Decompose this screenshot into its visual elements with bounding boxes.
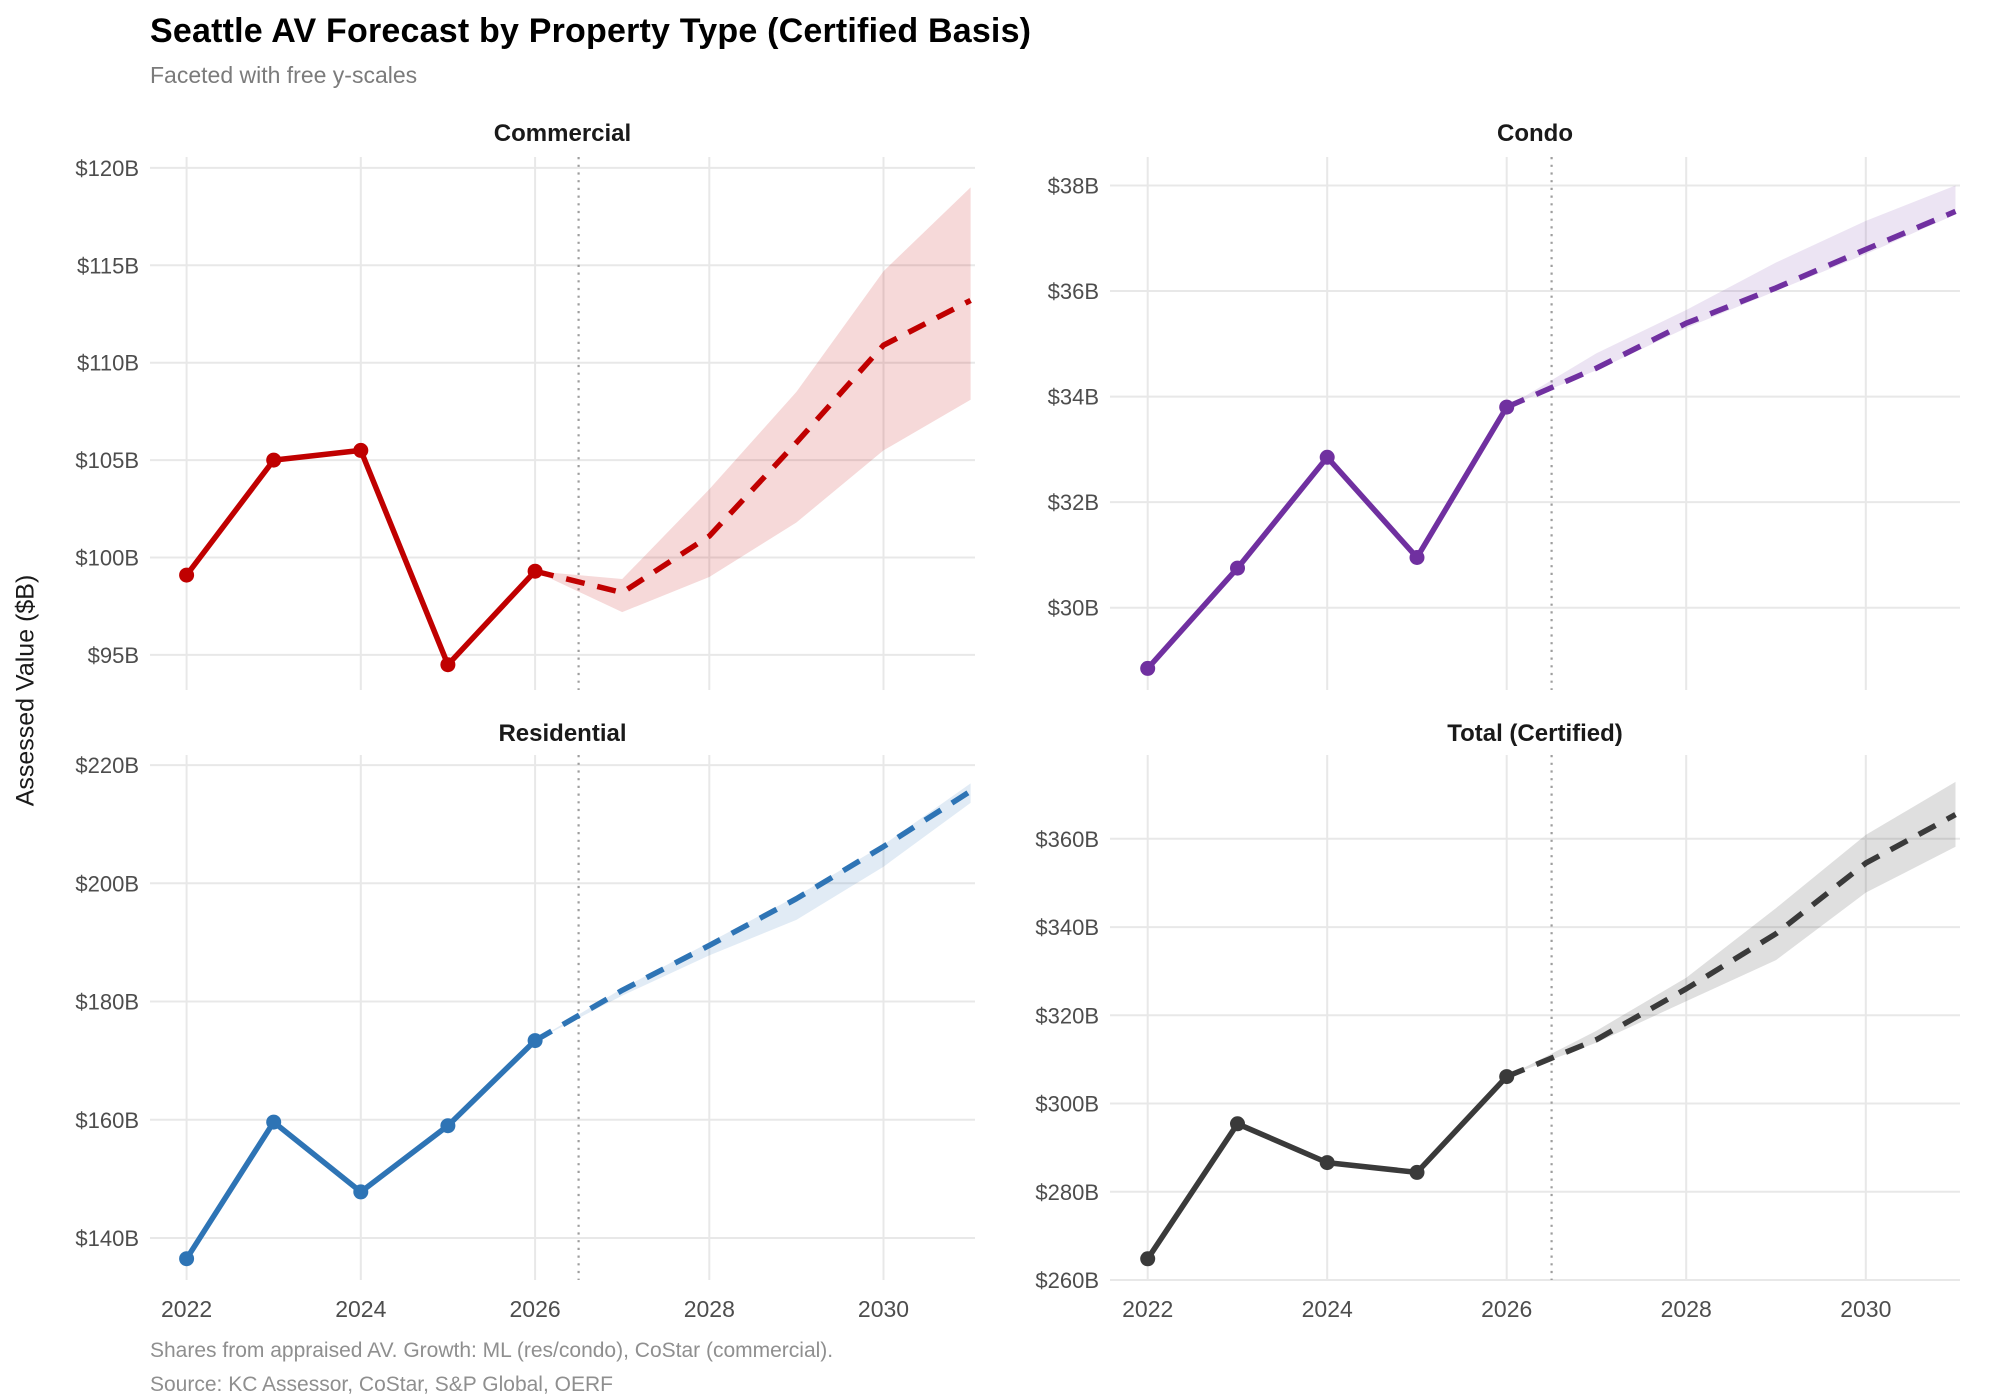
data-point bbox=[527, 1033, 543, 1049]
y-tick-label: $340B bbox=[1035, 915, 1099, 940]
forecast-line bbox=[1505, 208, 1957, 410]
data-point bbox=[440, 657, 456, 673]
y-tick-label: $120B bbox=[75, 156, 139, 181]
data-point bbox=[353, 1184, 369, 1200]
chart-subtitle: Faceted with free y-scales bbox=[150, 62, 418, 88]
y-tick-label: $36B bbox=[1048, 279, 1099, 304]
caption-line-1: Shares from appraised AV. Growth: ML (re… bbox=[150, 1339, 834, 1362]
forecast-line bbox=[1505, 812, 1957, 1080]
data-point bbox=[179, 567, 195, 583]
facet-panel-commercial: $95B $100B $105B $110B $115B $120B bbox=[75, 156, 975, 690]
facet-title-total: Total (Certified) bbox=[1447, 720, 1623, 747]
facet-title-residential: Residential bbox=[498, 720, 627, 747]
y-tick-label: $95B bbox=[88, 643, 139, 668]
x-tick-label: 2022 bbox=[1122, 1296, 1173, 1322]
y-tick-label: $32B bbox=[1048, 490, 1099, 515]
y-tick-label: $180B bbox=[75, 990, 139, 1015]
x-tick-label: 2024 bbox=[1302, 1296, 1353, 1322]
y-tick-label: $110B bbox=[77, 351, 139, 376]
facet-title-commercial: Commercial bbox=[493, 120, 632, 147]
forecast-line bbox=[534, 297, 972, 596]
forecast-line bbox=[533, 788, 973, 1043]
y-tick-label: $115B bbox=[77, 253, 139, 278]
caption-line-2: Source: KC Assessor, CoStar, S&P Global,… bbox=[150, 1373, 613, 1396]
y-tick-label: $260B bbox=[1035, 1268, 1099, 1293]
y-tick-label: $30B bbox=[1048, 596, 1099, 621]
y-tick-label: $38B bbox=[1048, 174, 1099, 199]
data-point bbox=[1140, 1251, 1156, 1267]
x-tick-label: 2026 bbox=[510, 1296, 561, 1322]
x-tick-label: 2022 bbox=[161, 1296, 212, 1322]
data-point bbox=[266, 1114, 282, 1130]
y-tick-label: $300B bbox=[1035, 1092, 1099, 1117]
data-point bbox=[179, 1251, 195, 1267]
data-point bbox=[266, 452, 282, 468]
confidence-ribbon bbox=[1506, 781, 1956, 1077]
data-point bbox=[353, 442, 369, 458]
facet-panel-total-certified: $260B $280B $300B $320B $340B $360B 2022 2024 20… bbox=[1035, 755, 1960, 1322]
x-tick-label: 2030 bbox=[858, 1296, 909, 1322]
y-tick-label: $280B bbox=[1035, 1180, 1099, 1205]
x-tick-label: 2028 bbox=[1661, 1296, 1712, 1322]
facet-panel-residential: $140B $160B $180B $200B $220B 2022 2024 2026 202… bbox=[75, 753, 975, 1322]
y-tick-label: $200B bbox=[75, 871, 139, 896]
x-tick-label: 2030 bbox=[1840, 1296, 1891, 1322]
data-point bbox=[1499, 1069, 1515, 1085]
x-tick-label: 2028 bbox=[684, 1296, 735, 1322]
data-point bbox=[1230, 560, 1245, 576]
data-point bbox=[1230, 1116, 1245, 1132]
confidence-ribbon bbox=[535, 187, 971, 613]
data-point bbox=[1319, 1155, 1335, 1171]
y-tick-label: $360B bbox=[1035, 827, 1099, 852]
data-point bbox=[527, 563, 543, 579]
x-tick-label: 2026 bbox=[1481, 1296, 1532, 1322]
facet-panel-condo: $30B $32B $34B $36B $38B bbox=[1048, 157, 1960, 690]
facet-title-condo: Condo bbox=[1497, 120, 1573, 147]
data-point bbox=[1409, 550, 1425, 565]
y-tick-label: $220B bbox=[75, 753, 139, 778]
data-point bbox=[1499, 399, 1515, 415]
y-tick-label: $34B bbox=[1048, 385, 1099, 410]
y-tick-label: $140B bbox=[75, 1226, 139, 1251]
y-tick-label: $320B bbox=[1035, 1003, 1099, 1028]
data-point bbox=[1319, 449, 1335, 465]
chart-title: Seattle AV Forecast by Property Type (Ce… bbox=[150, 12, 1032, 50]
y-tick-label: $105B bbox=[75, 448, 139, 473]
y-tick-label: $160B bbox=[75, 1108, 139, 1133]
data-point bbox=[440, 1118, 456, 1134]
data-point bbox=[1140, 660, 1156, 676]
data-point bbox=[1409, 1164, 1425, 1180]
x-tick-label: 2024 bbox=[335, 1296, 386, 1322]
confidence-ribbon bbox=[1506, 185, 1956, 408]
y-tick-label: $100B bbox=[75, 546, 139, 571]
